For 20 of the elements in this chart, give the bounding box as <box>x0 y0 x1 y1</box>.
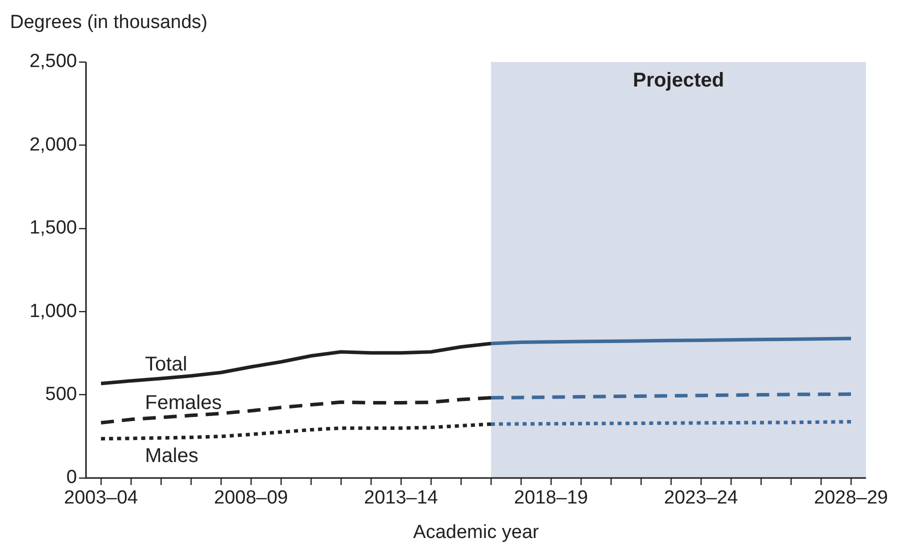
y-tick-label: 2,500 <box>29 51 77 72</box>
band-label: Projected <box>632 70 724 92</box>
series-label: Females <box>145 392 222 414</box>
x-tick-label: 2008–09 <box>214 488 288 509</box>
series-label: Males <box>145 444 198 467</box>
x-tick-label: 2003–04 <box>64 488 138 509</box>
y-tick-label: 1,000 <box>29 300 77 322</box>
y-axis-title: Degrees (in thousands) <box>10 12 208 33</box>
x-tick-label: 2023–24 <box>664 488 738 509</box>
series-label: Total <box>145 353 188 376</box>
x-tick-label: 2028–29 <box>814 488 888 509</box>
y-tick-label: 0 <box>66 467 77 488</box>
y-tick-label: 2,000 <box>29 134 77 156</box>
y-tick-label: 500 <box>45 384 77 406</box>
x-tick-label: 2018–19 <box>514 488 588 509</box>
line-series <box>99 396 493 425</box>
line-series <box>99 422 493 440</box>
x-tick-label: 2013–14 <box>364 488 438 509</box>
y-tick-label: 1,500 <box>29 218 77 239</box>
x-axis-title: Academic year <box>413 522 540 543</box>
